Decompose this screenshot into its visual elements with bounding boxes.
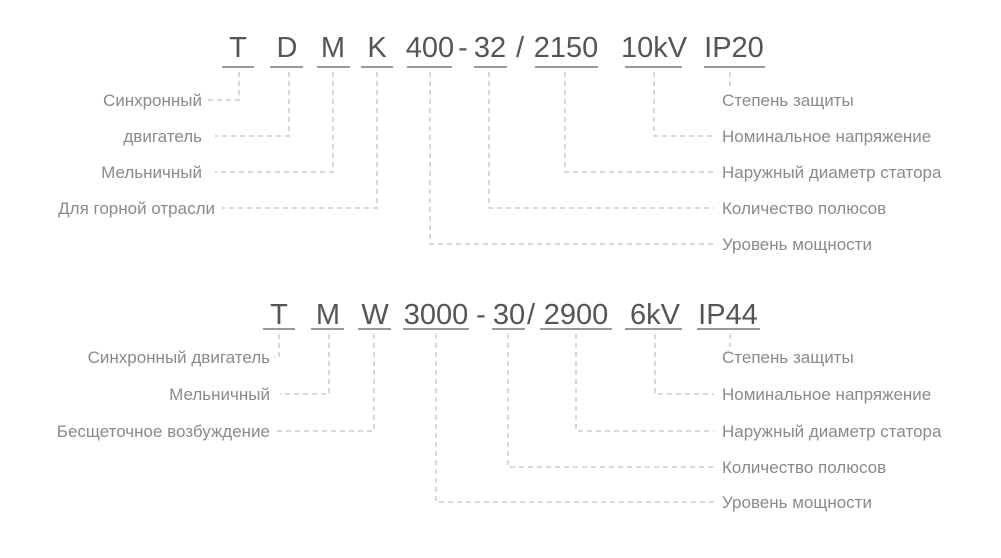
leader-line xyxy=(654,334,714,395)
code-segment: / xyxy=(527,299,536,331)
leader-line xyxy=(429,72,714,245)
code-segment: 30 xyxy=(493,299,525,331)
code-segment: W xyxy=(361,299,389,331)
code-segment: K xyxy=(367,32,387,64)
code-segment: / xyxy=(516,32,525,64)
leader-line xyxy=(435,334,714,503)
leader-line xyxy=(207,72,240,101)
leader-line xyxy=(280,334,330,395)
code-segment: - xyxy=(458,32,468,64)
code-segment: M xyxy=(316,299,340,331)
left-label: Синхронный xyxy=(103,91,202,110)
code-segment: M xyxy=(321,32,345,64)
right-label: Уровень мощности xyxy=(722,493,872,512)
code-segment: 2900 xyxy=(544,299,609,331)
leader-line xyxy=(274,334,375,432)
right-label: Уровень мощности xyxy=(722,235,872,254)
leader-line xyxy=(564,72,714,173)
leader-line xyxy=(507,334,714,468)
right-label: Количество полюсов xyxy=(722,199,886,218)
right-label: Степень защиты xyxy=(722,348,854,367)
right-label: Количество полюсов xyxy=(722,458,886,477)
right-label: Наружный диаметр статора xyxy=(722,422,942,441)
leader-line xyxy=(488,72,714,209)
right-label: Номинальное напряжение xyxy=(722,385,931,404)
right-label: Номинальное напряжение xyxy=(722,127,931,146)
leader-line xyxy=(215,72,334,173)
code-segment: 6kV xyxy=(630,299,681,331)
leader-line xyxy=(215,72,290,137)
leader-line xyxy=(274,334,280,358)
leader-line xyxy=(653,72,714,137)
code-segment: 32 xyxy=(474,32,506,64)
code-segment: IP20 xyxy=(704,32,764,64)
left-label: Для горной отрасли xyxy=(58,199,215,218)
code-segment: 2150 xyxy=(534,32,599,64)
code-segment: T xyxy=(270,299,288,331)
left-label: Мельничный xyxy=(169,385,270,404)
code-segment: 3000 xyxy=(404,299,469,331)
code-segment: T xyxy=(229,32,247,64)
left-label: Мельничный xyxy=(101,163,202,182)
leader-line xyxy=(575,334,714,432)
right-label: Степень защиты xyxy=(722,91,854,110)
left-label: Синхронный двигатель xyxy=(88,348,271,367)
leader-line xyxy=(222,72,378,209)
right-label: Наружный диаметр статора xyxy=(722,163,942,182)
code-segment: 400 xyxy=(406,32,454,64)
left-label: двигатель xyxy=(123,127,202,146)
code-segment: - xyxy=(476,299,486,331)
code-segment: IP44 xyxy=(698,299,758,331)
code-segment: D xyxy=(277,32,298,64)
left-label: Бесщеточное возбуждение xyxy=(57,422,270,441)
code-segment: 10kV xyxy=(621,32,688,64)
